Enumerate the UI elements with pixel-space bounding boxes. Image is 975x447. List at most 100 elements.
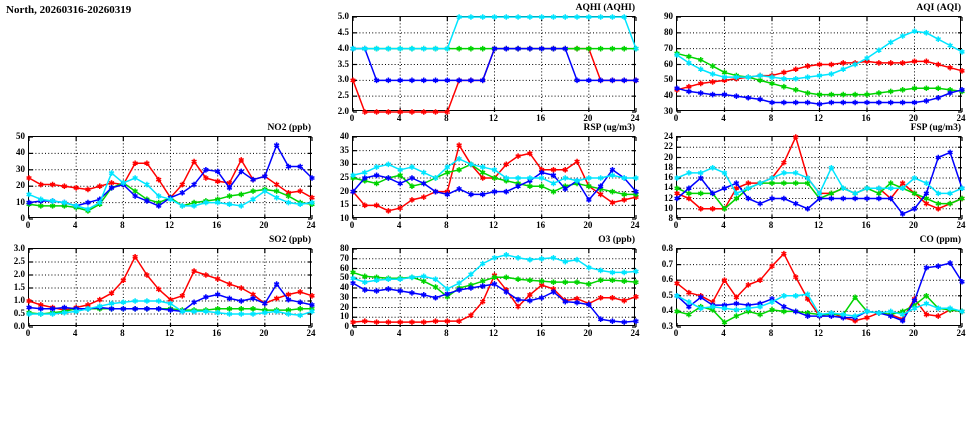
chart-panel-no2: NO2 (ppb) 0 10 20 30 40 50 0 4 8 12 16 20 24: [16, 123, 316, 230]
y-tick-label: 25: [340, 172, 349, 182]
y-tick-label: 18: [664, 161, 673, 172]
y-tick-label: 1.5: [13, 282, 25, 292]
x-tick-label: 20: [909, 113, 918, 123]
plot-area-aqhi: [350, 14, 639, 115]
y-tick-label: 2.5: [337, 90, 349, 101]
y-tick-label: 70: [664, 42, 673, 53]
x-tick-label: 16: [861, 328, 871, 338]
series-markers: [674, 164, 965, 197]
y-tick-label: 0.5: [661, 289, 673, 300]
x-tick-label: 16: [861, 113, 871, 123]
chart-panel-o3: O3 (ppb) 0 10 20 30 40 50 60 70 80 0 4 8 12 16 20 24: [340, 235, 640, 338]
chart-title-aqi: AQI (AQI): [916, 3, 961, 13]
y-tick-label: 30: [664, 106, 673, 116]
y-tick-label: 24: [664, 131, 673, 141]
x-tick-label: 8: [444, 328, 449, 338]
x-tick-label: 16: [212, 220, 222, 230]
plot-area-fsp: [674, 134, 965, 220]
y-tick-label: 10: [16, 196, 25, 207]
x-tick-label: 20: [583, 113, 593, 123]
series-markers: [674, 291, 965, 319]
y-tick-label: 10: [664, 202, 673, 213]
x-tick-label: 12: [489, 113, 498, 123]
plot-area-so2: [26, 248, 315, 328]
series-cyan: [26, 298, 315, 319]
y-tick-label: 0.4: [661, 305, 673, 316]
plot-canvas-aqi: [674, 16, 965, 113]
y-tick-label: 4.0: [337, 42, 349, 53]
x-tick-label: 0: [349, 113, 355, 123]
x-tick-label: 8: [444, 113, 449, 123]
x-tick-label: 20: [259, 220, 269, 230]
series-markers: [674, 85, 965, 107]
x-tick-label: 16: [861, 220, 871, 230]
chart-title-fsp: FSP (ug/m3): [910, 123, 961, 133]
x-tick-label: 24: [306, 328, 316, 338]
x-tick-label: 20: [259, 328, 269, 338]
y-tick-label: 10: [340, 213, 349, 223]
y-tick-label: 20: [664, 151, 673, 162]
x-tick-label: 20: [583, 220, 593, 230]
x-tick-label: 24: [956, 220, 966, 230]
series-cyan: [350, 252, 639, 292]
chart-panel-fsp: FSP (ug/m3) 8 10 12 14 16 18 20 22 24 0 4 8 12 16 20 24: [664, 123, 966, 230]
plot-area-no2: [26, 136, 315, 220]
series-cyan: [674, 28, 965, 82]
y-tick-label: 10: [340, 311, 349, 322]
y-tick-label: 15: [340, 199, 349, 210]
y-tick-label: 40: [16, 147, 25, 158]
y-tick-label: 0: [344, 321, 350, 331]
y-tick-label: 30: [16, 163, 25, 174]
x-tick-label: 12: [165, 328, 174, 338]
plot-area-co: [674, 248, 965, 328]
plot-canvas-rsp: [350, 136, 639, 220]
y-tick-label: 40: [664, 90, 673, 101]
y-tick-label: 20: [16, 180, 25, 191]
y-tick-label: 5.0: [337, 11, 349, 21]
x-tick-label: 8: [768, 113, 774, 123]
x-tick-label: 20: [909, 328, 918, 338]
chart-title-o3: O3 (ppb): [598, 235, 635, 245]
plot-canvas-aqhi: [350, 14, 639, 115]
y-tick-label: 12: [664, 192, 673, 203]
x-tick-label: 24: [306, 220, 316, 230]
y-tick-label: 3.5: [337, 58, 349, 69]
x-tick-label: 24: [630, 328, 640, 338]
series-markers: [350, 252, 639, 292]
y-tick-label: 0: [20, 213, 26, 223]
series-cyan: [26, 170, 315, 212]
y-tick-label: 20: [340, 301, 349, 312]
series-blue: [350, 167, 639, 203]
chart-panel-so2: SO2 (ppb) 0.0 0.5 1.0 1.5 2.0 2.5 3.0 0 4 8 12 16 20 2…: [14, 235, 316, 338]
y-tick-label: 90: [664, 11, 673, 21]
chart-panel-aqhi: AQHI (AQHI) 2.0 2.5 3.0 3.5 4.0 4.5 5.0 0 4 8 12 16 2…: [338, 3, 640, 123]
y-tick-label: 60: [664, 58, 673, 69]
y-tick-label: 40: [340, 282, 349, 292]
x-tick-label: 4: [72, 328, 78, 338]
y-tick-label: 0.5: [13, 308, 25, 318]
y-tick-label: 80: [340, 243, 349, 253]
x-tick-label: 8: [444, 220, 449, 230]
y-tick-label: 30: [340, 158, 349, 169]
chart-panel-rsp: RSP (ug/m3) 10 15 20 25 30 35 40 0 4 8 12 16 20 24: [340, 123, 640, 230]
x-tick-label: 4: [396, 328, 402, 338]
y-tick-label: 2.5: [13, 256, 25, 266]
y-tick-label: 80: [664, 26, 673, 37]
series-markers: [350, 156, 639, 187]
y-tick-label: 0.0: [13, 321, 25, 331]
y-tick-label: 35: [340, 144, 349, 155]
x-tick-label: 20: [583, 328, 593, 338]
series-cyan: [350, 14, 639, 52]
x-tick-label: 4: [721, 220, 726, 230]
x-tick-label: 4: [72, 220, 78, 230]
x-tick-label: 24: [956, 113, 966, 123]
x-tick-label: 16: [536, 328, 546, 338]
y-tick-label: 20: [340, 185, 349, 196]
y-tick-label: 0.6: [661, 274, 673, 285]
y-tick-label: 3.0: [337, 74, 349, 85]
series-cyan: [350, 156, 639, 187]
x-tick-label: 4: [721, 328, 726, 338]
plot-canvas-fsp: [674, 134, 965, 220]
y-tick-label: 2.0: [13, 269, 25, 279]
chart-title-co: CO (ppm): [919, 235, 961, 245]
